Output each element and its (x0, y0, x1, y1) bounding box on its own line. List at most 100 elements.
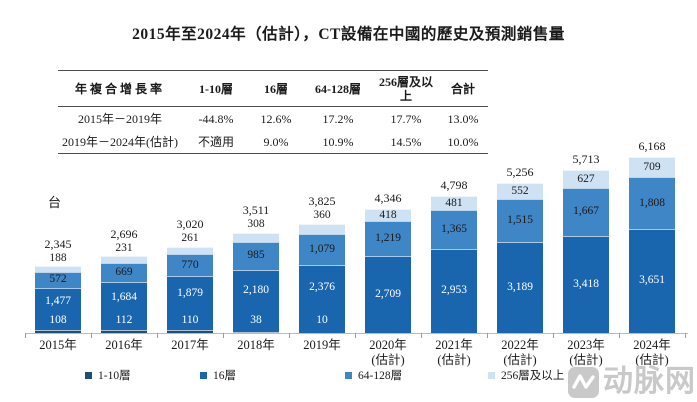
bar-label-16: 3,651 (639, 274, 665, 286)
bar-label-256plus: 231 (115, 242, 133, 254)
bar-label-16: 3,189 (507, 281, 533, 293)
bar-label-64-128: 1,515 (507, 214, 533, 226)
x-axis-label: 2019年 (303, 338, 341, 352)
table-cell: 13.0% (447, 111, 479, 126)
table-header-cell: 16層 (250, 70, 302, 107)
table-cell: 17.7% (390, 111, 422, 126)
legend-label: 64-128層 (358, 370, 403, 382)
bar-label-1-10: 110 (181, 314, 199, 326)
bar-label-16: 2,953 (441, 284, 467, 296)
table-header-cell: 合計 (438, 70, 488, 107)
x-axis-label: 2021年 (估計) (435, 338, 473, 367)
legend-item: 256層及以上 (488, 368, 564, 382)
axis-tick (487, 333, 488, 338)
bar-label-1-10: 108 (49, 314, 67, 326)
table-cell: 不適用 (197, 134, 234, 149)
bar-label-1-10: 112 (115, 314, 133, 326)
legend-label: 16層 (213, 370, 236, 382)
axis-tick (157, 333, 158, 338)
bar-label-64-128: 669 (115, 266, 133, 278)
table-cell: 10.9% (322, 134, 354, 149)
legend-label: 1-10層 (98, 370, 131, 382)
bar-segment-16層 (35, 287, 81, 330)
cagr-table-header: 年複合增長率 1-10層 16層 64-128層 256層及以上 合計 (58, 70, 488, 107)
x-axis-label: 2015年 (39, 338, 77, 352)
bar-label-64-128: 985 (247, 249, 265, 261)
bar-label-256plus: 627 (577, 173, 595, 185)
legend-item: 1-10層 (85, 368, 131, 382)
bar-segment-256層及以上 (431, 196, 477, 210)
cagr-table-body: 2015年－2019年 -44.8% 12.6% 17.2% 17.7% 13.0% 201… (58, 107, 488, 154)
axis-tick (685, 333, 686, 338)
axis-tick (619, 333, 620, 338)
x-axis-label: 2022年 (估計) (501, 338, 539, 367)
watermark: 动脉网 (567, 365, 696, 399)
watermark-text: 动脉网 (603, 365, 696, 398)
bar-segment-1-10層 (35, 329, 81, 333)
bar-label-256plus: 188 (49, 252, 67, 264)
table-row: 2015年－2019年 -44.8% 12.6% 17.2% 17.7% 13.0% (58, 107, 488, 131)
axis-tick (355, 333, 356, 338)
bar-total-label: 3,511 (242, 203, 270, 217)
bar-segment-64-128層 (167, 254, 213, 277)
bar-segment-64-128層 (299, 234, 345, 265)
bar-label-64-128: 1,079 (309, 243, 335, 255)
legend-swatch-icon (200, 371, 207, 379)
bar-segment-16層 (299, 264, 345, 333)
axis-tick (421, 333, 422, 338)
bar-label-64-128: 770 (181, 259, 199, 271)
legend-swatch-icon (488, 371, 495, 379)
bar-label-16: 2,180 (243, 284, 269, 296)
bar-label-1-10: 38 (250, 314, 262, 326)
bar-label-64-128: 1,219 (375, 232, 401, 244)
bar-segment-256層及以上 (299, 223, 345, 235)
x-axis-label: 2016年 (105, 338, 143, 352)
axis-tick (289, 333, 290, 338)
legend-item: 64-128層 (345, 368, 402, 382)
bar-label-16: 1,879 (177, 287, 203, 299)
bar-segment-64-128層 (365, 221, 411, 256)
bar-label-16: 2,376 (309, 281, 335, 293)
bar-label-64-128: 572 (49, 273, 67, 285)
table-cell: 10.0% (447, 134, 479, 149)
page-title: 2015年至2024年（估計），CT設備在中國的歷史及預測銷售量 (132, 26, 565, 43)
bar-segment-1-10層 (101, 329, 147, 333)
bar-segment-64-128層 (431, 209, 477, 249)
bar-segment-64-128層 (101, 262, 147, 282)
bar-segment-256層及以上 (101, 256, 147, 263)
x-axis (25, 333, 688, 334)
bar-label-16: 1,684 (111, 291, 137, 303)
bar-label-256plus: 360 (313, 209, 331, 221)
bar-segment-16層 (365, 255, 411, 333)
table-header-cell: 256層及以上 (374, 70, 438, 107)
axis-tick (223, 333, 224, 338)
bar-total-label: 2,696 (110, 227, 138, 241)
table-cell: 9.0% (263, 134, 289, 149)
bar-segment-256層及以上 (629, 157, 675, 178)
table-row-label: 2019年－2024年(估計) (62, 134, 178, 149)
bar-label-16: 2,709 (375, 288, 401, 300)
bar-total-label: 3,020 (176, 217, 204, 231)
bar-segment-16層 (629, 228, 675, 333)
bar-total-label: 5,713 (572, 152, 600, 166)
table-cell: 17.2% (322, 111, 354, 126)
bar-segment-256層及以上 (167, 246, 213, 255)
bar-segment-256層及以上 (35, 266, 81, 272)
table-header-cell: 年複合增長率 (58, 70, 182, 107)
bar-label-64-128: 1,808 (639, 197, 665, 209)
bar-label-1-10: 10 (316, 314, 328, 326)
bar-segment-16層 (563, 235, 609, 333)
legend-swatch-icon (345, 371, 352, 379)
bar-segment-256層及以上 (233, 232, 279, 242)
legend-item: 16層 (200, 368, 236, 382)
x-axis-label: 2018年 (237, 338, 275, 352)
bar-total-label: 3,825 (308, 194, 336, 208)
table-row-label: 2015年－2019年 (77, 111, 162, 126)
bar-segment-16層 (101, 281, 147, 330)
bar-label-256plus: 308 (247, 218, 265, 230)
table-header-cell: 1-10層 (182, 70, 250, 107)
bar-label-256plus: 418 (379, 209, 397, 221)
bar-segment-1-10層 (233, 331, 279, 333)
